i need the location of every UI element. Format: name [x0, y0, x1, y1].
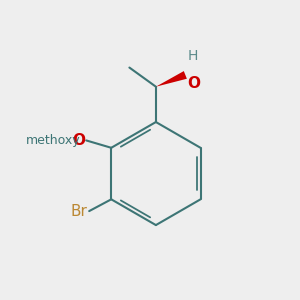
- Text: H: H: [188, 49, 198, 63]
- Text: methoxy: methoxy: [26, 134, 81, 147]
- Text: O: O: [72, 133, 85, 148]
- Text: Br: Br: [71, 204, 88, 219]
- Polygon shape: [156, 71, 187, 87]
- Text: O: O: [187, 76, 200, 92]
